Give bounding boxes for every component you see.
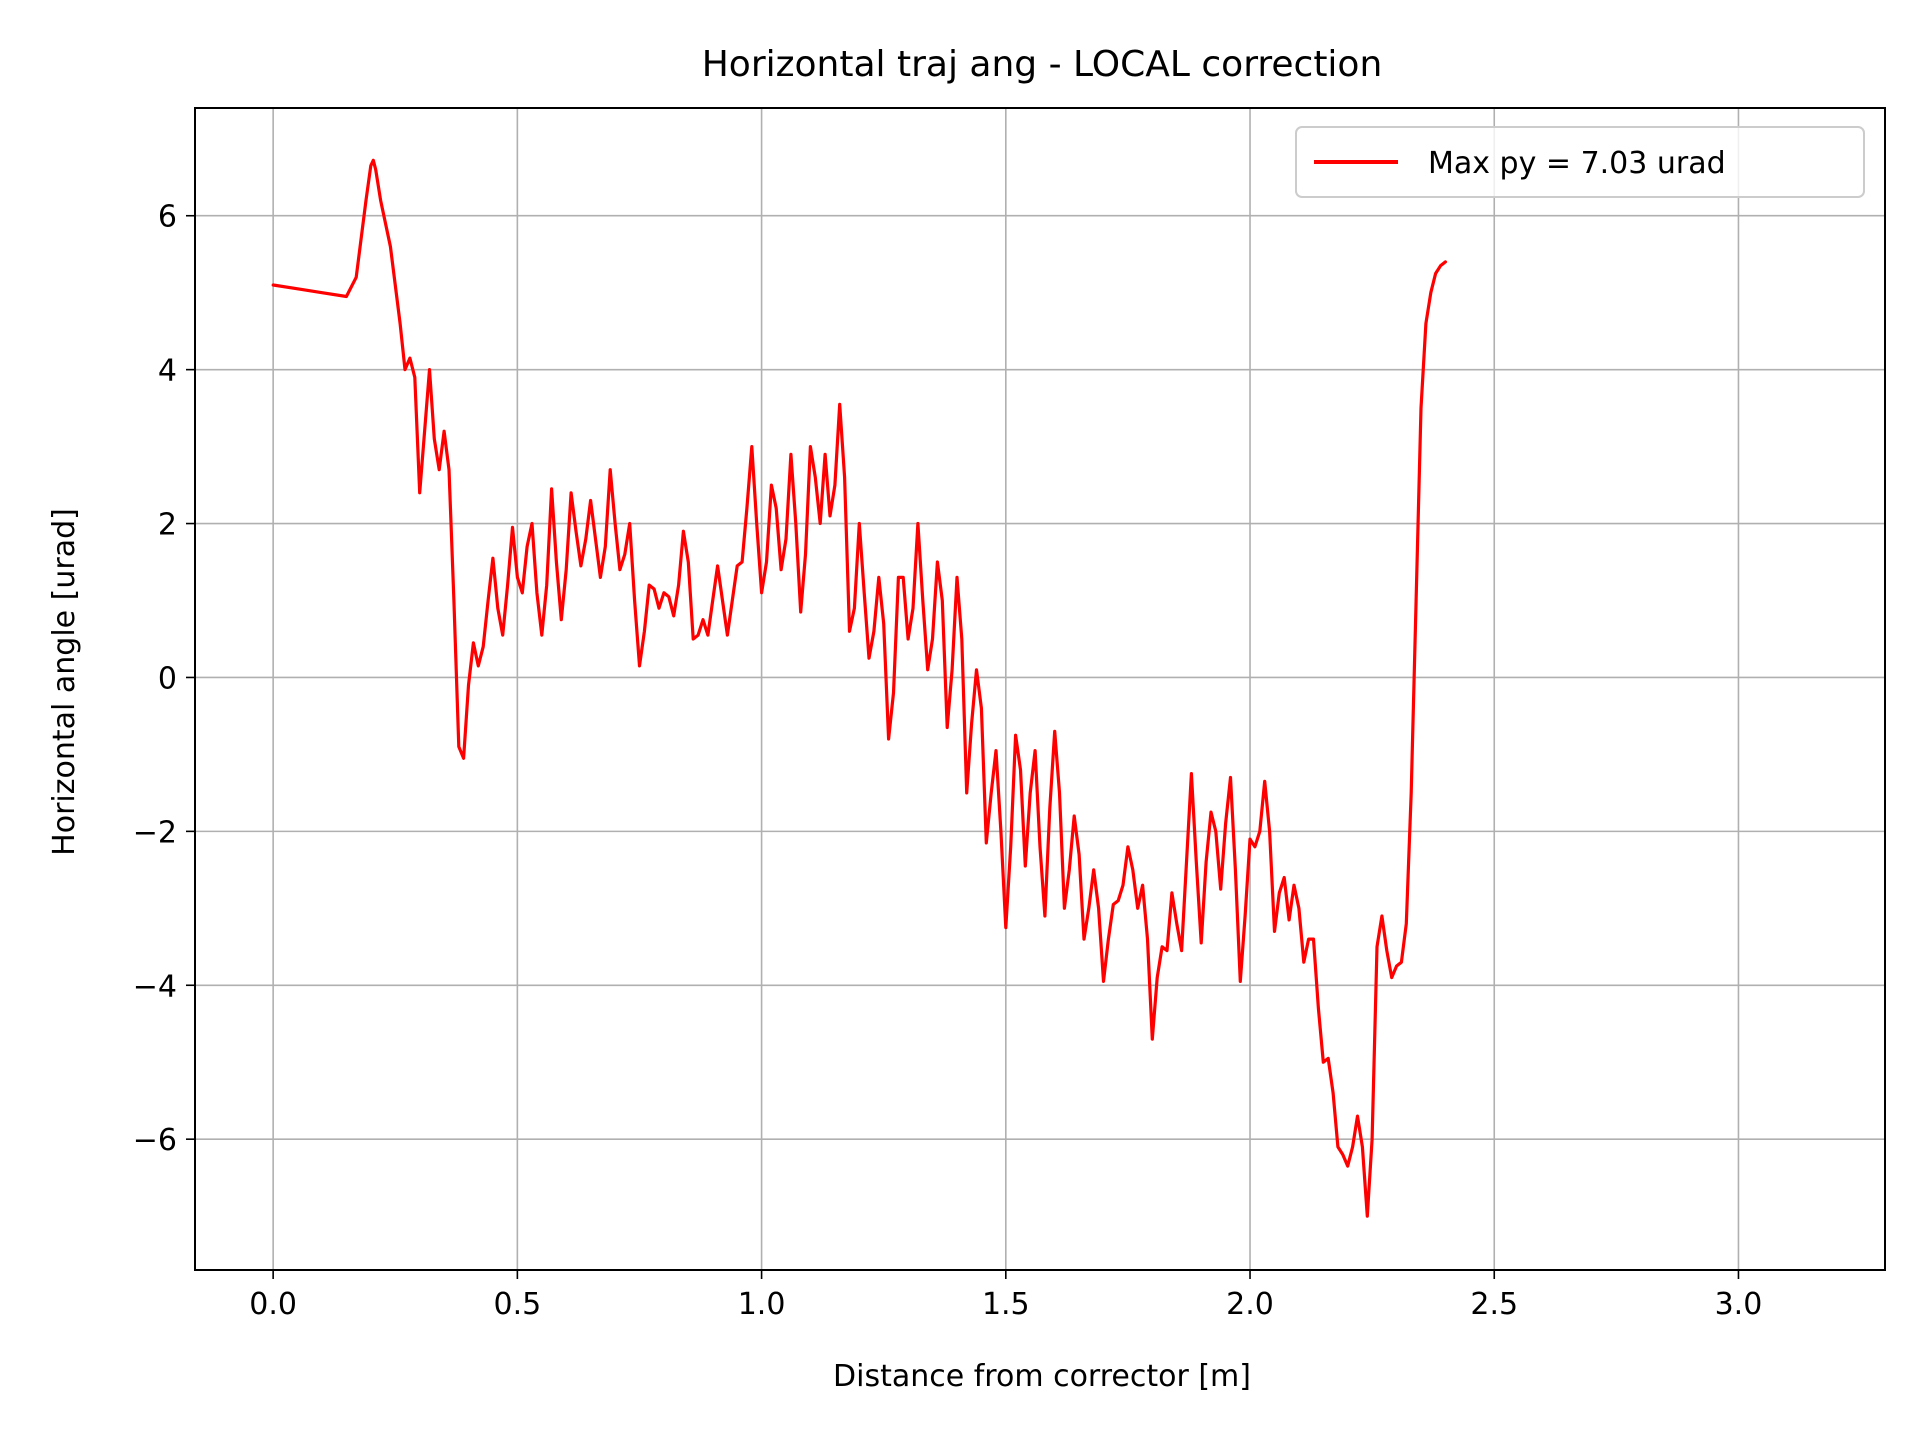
x-tick-label: 3.0: [1715, 1287, 1763, 1322]
x-tick-label: 2.0: [1226, 1287, 1274, 1322]
axes-frame: [194, 107, 1886, 1271]
chart-title: Horizontal traj ang - LOCAL correction: [702, 44, 1383, 85]
x-tick-label: 1.0: [738, 1287, 786, 1322]
legend: Max py = 7.03 urad: [1295, 126, 1865, 198]
y-axis-title: Horizontal angle [urad]: [47, 508, 82, 856]
legend-box: [1295, 126, 1865, 198]
y-tick-label: −4: [133, 969, 177, 1004]
y-tick-label: 2: [158, 508, 177, 543]
x-tick-label: 1.5: [982, 1287, 1030, 1322]
x-tick-label: 0.0: [249, 1287, 297, 1322]
y-tick-label: 4: [158, 354, 177, 389]
x-tick-label: 0.5: [494, 1287, 542, 1322]
y-tick-label: 6: [158, 200, 177, 235]
y-tick-label: 0: [158, 661, 177, 696]
legend-label: Max py = 7.03 urad: [1428, 146, 1726, 181]
x-tick-label: 2.5: [1470, 1287, 1518, 1322]
series-layer: [271, 158, 1448, 1218]
x-axis-title: Distance from corrector [m]: [833, 1359, 1251, 1394]
series-line-0: [271, 158, 1448, 1218]
y-tick-label: −2: [133, 815, 177, 850]
y-tick-label: −6: [133, 1123, 177, 1158]
tick-marks: 0.0 0.5 1.0 1.5 2.0 2.5 3.0 −6 −4 −2 0 2 4 6: [133, 200, 1763, 1322]
